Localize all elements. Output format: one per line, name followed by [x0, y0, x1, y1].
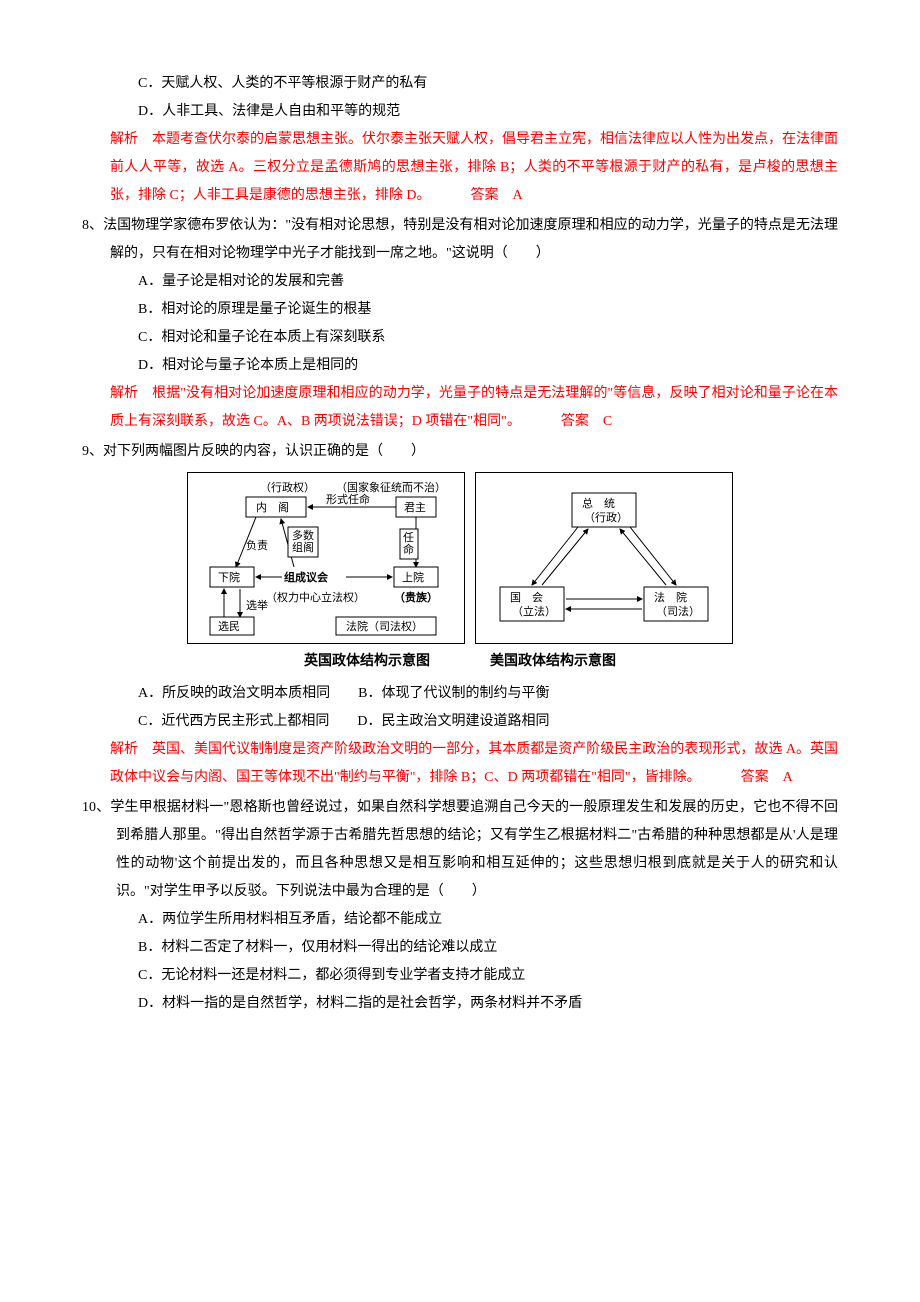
q8-option-b: B．相对论的原理是量子论诞生的根基 — [82, 296, 838, 324]
analysis-label: 解析 — [110, 742, 138, 757]
us-caption: 美国政体结构示意图 — [490, 646, 616, 674]
q10-option-d: D．材料一指的是自然哲学，材料二指的是社会哲学，两条材料并不矛盾 — [82, 990, 838, 1018]
uk-xingzhengquan: （行政权） — [260, 480, 315, 494]
q9-option-d: D．民主政治文明建设道路相同 — [357, 714, 549, 729]
uk-fuze: 负责 — [246, 538, 268, 552]
uk-diagram-svg: （行政权） （国家象征统而不治） 内 阁 君主 形式任命 负责 — [196, 479, 456, 637]
uk-duoshu-2: 组阁 — [292, 540, 314, 554]
question-10: 10、学生甲根据材料一"恩格斯也曾经说过，如果自然科学想要追溯自己今天的一般原理… — [82, 794, 838, 1018]
us-lifa: （立法） — [512, 604, 556, 618]
q8-answer: C — [603, 414, 612, 429]
q9-option-b: B．体现了代议制的制约与平衡 — [358, 686, 549, 701]
answer-text — [769, 770, 783, 785]
uk-zucheng: 组成议会 — [284, 570, 329, 584]
q7-analysis: 解析 本题考查伏尔泰的启蒙思想主张。伏尔泰主张天赋人权，倡导君主立宪，相信法律应… — [82, 126, 838, 210]
q9-number: 9、 — [82, 444, 103, 459]
q9-analysis: 解析 英国、美国代议制制度是资产阶级政治文明的一部分，其本质都是资产阶级民主政治… — [82, 736, 838, 792]
q7-option-d: D．人非工具、法律是人自由和平等的规范 — [82, 98, 838, 126]
q9-options-row1: A．所反映的政治文明本质相同 B．体现了代议制的制约与平衡 — [82, 680, 838, 708]
q8-option-a: A．量子论是相对论的发展和完善 — [82, 268, 838, 296]
q8-analysis: 解析 根据"没有相对论加速度原理和相应的动力学，光量子的特点是无法理解的"等信息… — [82, 380, 838, 436]
uk-xuanju: 选举 — [246, 598, 268, 612]
uk-renming-2: 命 — [403, 542, 414, 556]
q9-options-row2: C．近代西方民主形式上都相同 D．民主政治文明建设道路相同 — [82, 708, 838, 736]
uk-junzhu: 君主 — [404, 501, 426, 514]
question-7-continuation: C．天赋人权、人类的不平等根源于财产的私有 D．人非工具、法律是人自由和平等的规… — [82, 70, 838, 210]
q7-option-c: C．天赋人权、人类的不平等根源于财产的私有 — [82, 70, 838, 98]
uk-xiayuan: 下院 — [218, 570, 240, 584]
us-guohui: 国 会 — [510, 591, 543, 604]
answer-label: 答案 — [701, 764, 769, 792]
uk-caption: 英国政体结构示意图 — [304, 646, 430, 674]
q10-stem: 学生甲根据材料一"恩格斯也曾经说过，如果自然科学想要追溯自己今天的一般原理发生和… — [110, 800, 838, 899]
q8-number: 8、 — [82, 218, 103, 233]
q8-option-c: C．相对论和量子论在本质上有深刻联系 — [82, 324, 838, 352]
uk-xuanmin: 选民 — [218, 620, 240, 633]
answer-text — [589, 414, 603, 429]
uk-guojia: （国家象征统而不治） — [336, 480, 446, 494]
us-diagram-svg: 总 统 （行政） 国 会 （立法） 法 院 （司法） — [484, 479, 724, 637]
page: C．天赋人权、人类的不平等根源于财产的私有 D．人非工具、法律是人自由和平等的规… — [0, 0, 920, 1060]
q10-number: 10、 — [82, 800, 110, 815]
us-fayuan: 法 院 — [654, 590, 687, 604]
us-xingzheng: （行政） — [584, 510, 628, 524]
q8-stem: 法国物理学家德布罗依认为："没有相对论思想，特别是没有相对论加速度原理和相应的动… — [103, 218, 838, 261]
question-8: 8、法国物理学家德布罗依认为："没有相对论思想，特别是没有相对论加速度原理和相应… — [82, 212, 838, 436]
uk-renming-1: 任 — [403, 531, 414, 544]
uk-quanli: （权力中心立法权） — [266, 590, 365, 604]
us-zongtong: 总 统 — [582, 496, 615, 510]
q10-option-a: A．两位学生所用材料相互矛盾，结论都不能成立 — [82, 906, 838, 934]
uk-neige: 内 阁 — [256, 500, 289, 514]
q8-option-d: D．相对论与量子论本质上是相同的 — [82, 352, 838, 380]
uk-guizu: （贵族） — [394, 590, 438, 604]
us-sifa: （司法） — [656, 604, 700, 618]
q10-option-c: C．无论材料一还是材料二，都必须得到专业学者支持才能成立 — [82, 962, 838, 990]
uk-shangyuan: 上院 — [402, 570, 424, 584]
q7-answer: A — [512, 188, 522, 203]
analysis-label: 解析 — [110, 386, 138, 401]
q9-stem: 对下列两幅图片反映的内容，认识正确的是（ ） — [103, 444, 425, 459]
q10-option-b: B．材料二否定了材料一，仅用材料一得出的结论难以成立 — [82, 934, 838, 962]
uk-fayuan: 法院（司法权） — [346, 619, 423, 633]
caption-row: 英国政体结构示意图 美国政体结构示意图 — [82, 646, 838, 674]
q9-option-a: A．所反映的政治文明本质相同 — [138, 686, 330, 701]
uk-xingshi: 形式任命 — [326, 492, 370, 506]
diagram-row: （行政权） （国家象征统而不治） 内 阁 君主 形式任命 负责 — [82, 472, 838, 644]
answer-label: 答案 — [430, 182, 498, 210]
question-9: 9、对下列两幅图片反映的内容，认识正确的是（ ） （行政权） （国家象征统而不治… — [82, 438, 838, 792]
analysis-text: 根据"没有相对论加速度原理和相应的动力学，光量子的特点是无法理解的"等信息，反映… — [110, 386, 838, 429]
answer-label: 答案 — [521, 408, 589, 436]
uk-duoshu-1: 多数 — [292, 528, 314, 542]
analysis-label: 解析 — [110, 132, 138, 147]
us-diagram: 总 统 （行政） 国 会 （立法） 法 院 （司法） — [475, 472, 733, 644]
answer-text — [498, 188, 512, 203]
q9-answer: A — [783, 770, 793, 785]
q9-option-c: C．近代西方民主形式上都相同 — [138, 714, 329, 729]
uk-diagram: （行政权） （国家象征统而不治） 内 阁 君主 形式任命 负责 — [187, 472, 465, 644]
